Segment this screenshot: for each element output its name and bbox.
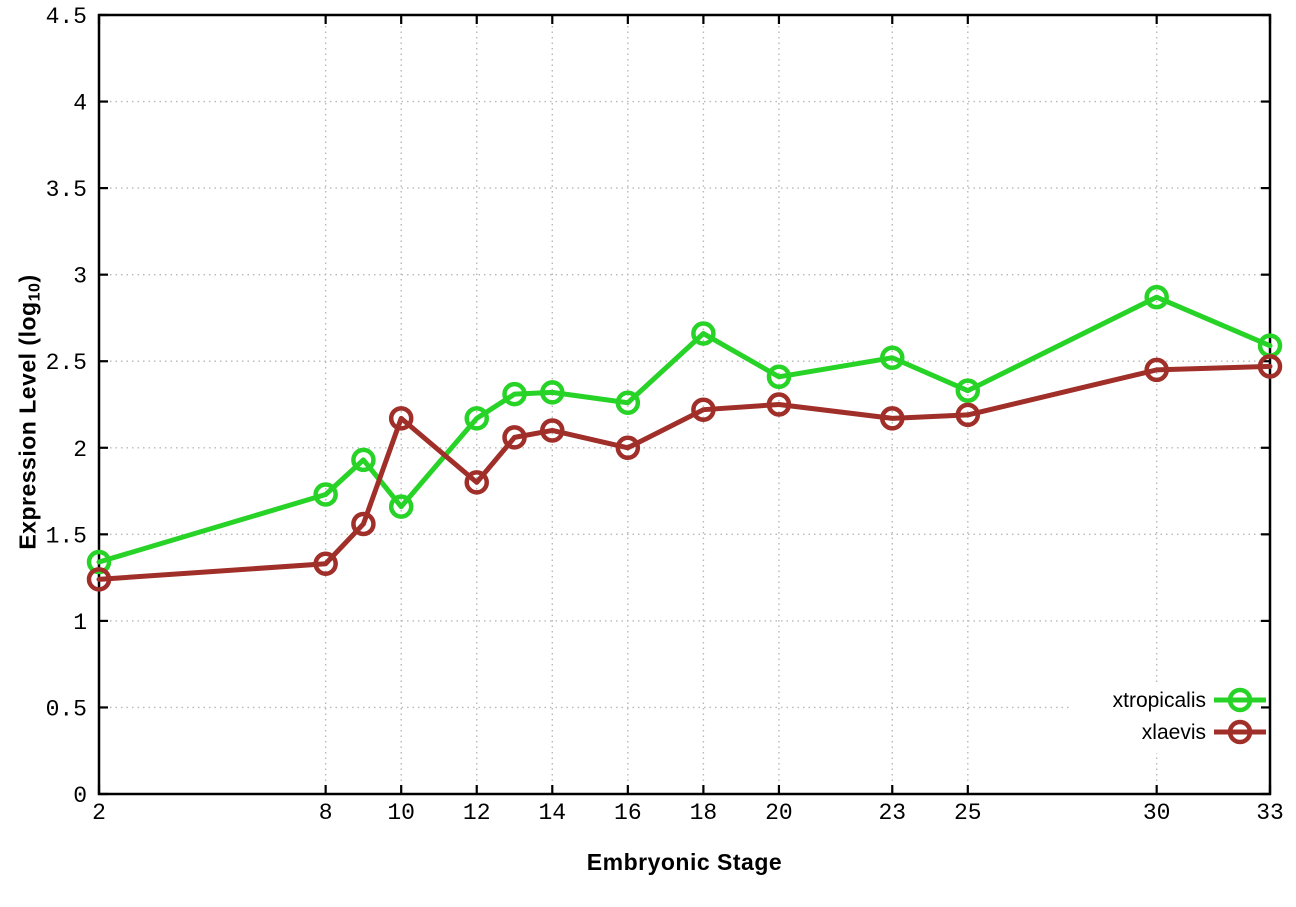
tick-labels: 2 8 10 12 14 16 18 20 23 25 30 33 0 0.5 1 1.5 2 2.5 3 3.5 4 4… <box>46 4 1284 826</box>
data-point-marker <box>880 406 905 431</box>
data-point-marker <box>464 406 489 431</box>
legend-entry-xlaevis: xlaevis <box>1142 719 1266 745</box>
x-tick-label: 25 <box>954 800 982 826</box>
series-line <box>96 363 1273 582</box>
y-axis-title-subscript: 10 <box>25 282 44 302</box>
series-line <box>96 294 1273 565</box>
x-tick-label: 20 <box>765 800 793 826</box>
series-xtropicalis <box>86 284 1283 575</box>
data-point-marker <box>615 390 641 416</box>
x-tick-label: 33 <box>1256 800 1284 826</box>
y-axis-title-suffix: ) <box>14 274 41 283</box>
data-point-marker <box>86 567 112 592</box>
y-axis-title: Expression Level (log10) <box>14 274 44 550</box>
data-point-marker <box>1144 357 1169 383</box>
data-point-marker <box>1144 284 1169 310</box>
grid-lines <box>98 14 1271 795</box>
y-tick-label: 2 <box>73 437 87 463</box>
x-tick-label: 16 <box>614 800 642 826</box>
data-point-marker <box>351 447 376 473</box>
data-point-marker <box>313 482 338 507</box>
y-tick-label: 4.5 <box>46 4 87 30</box>
legend: xtropicalis xlaevis <box>1072 683 1268 753</box>
data-point-marker <box>880 345 905 371</box>
data-point-marker <box>691 321 716 346</box>
y-tick-label: 4 <box>73 91 87 117</box>
y-tick-label: 0 <box>73 783 87 809</box>
data-point-marker <box>540 380 565 405</box>
data-point-marker <box>691 397 716 422</box>
y-tick-label: 0.5 <box>46 696 87 722</box>
legend-marker-icon <box>1227 687 1253 713</box>
data-point-marker <box>766 364 792 390</box>
data-point-marker <box>464 470 489 495</box>
data-point-marker <box>388 406 414 431</box>
x-tick-label: 10 <box>387 800 415 826</box>
data-point-marker <box>388 494 414 519</box>
x-tick-label: 12 <box>463 800 491 826</box>
y-tick-label: 1 <box>73 610 87 636</box>
data-point-marker <box>766 392 792 417</box>
data-point-marker <box>86 549 112 575</box>
x-tick-label: 30 <box>1143 800 1171 826</box>
x-tick-label: 14 <box>538 800 566 826</box>
data-point-marker <box>615 435 641 461</box>
data-point-marker <box>540 418 565 443</box>
y-tick-label: 1.5 <box>46 523 87 549</box>
data-point-marker <box>955 378 981 403</box>
tick-marks <box>97 13 1272 796</box>
plot-border <box>97 13 1272 796</box>
y-tick-label: 2.5 <box>46 350 87 376</box>
legend-label: xlaevis <box>1142 721 1206 744</box>
y-tick-label: 3 <box>73 264 87 290</box>
legend-label: xtropicalis <box>1113 689 1206 712</box>
legend-entry-xtropicalis: xtropicalis <box>1113 687 1266 713</box>
x-tick-label: 18 <box>690 800 718 826</box>
data-point-marker <box>502 381 527 407</box>
y-axis-title-main: Expression Level (log <box>14 301 41 550</box>
data-point-marker <box>313 551 338 577</box>
x-tick-label: 8 <box>319 800 333 826</box>
x-tick-label: 23 <box>878 800 906 826</box>
legend-marker-icon <box>1227 719 1253 745</box>
x-axis-title: Embryonic Stage <box>586 849 783 875</box>
series-xlaevis <box>86 354 1283 592</box>
data-point-marker <box>351 511 376 537</box>
y-tick-label: 3.5 <box>46 177 87 203</box>
data-point-marker <box>955 402 981 428</box>
x-tick-label: 2 <box>92 800 106 826</box>
data-point-marker <box>1257 354 1283 379</box>
data-point-marker <box>502 425 527 450</box>
